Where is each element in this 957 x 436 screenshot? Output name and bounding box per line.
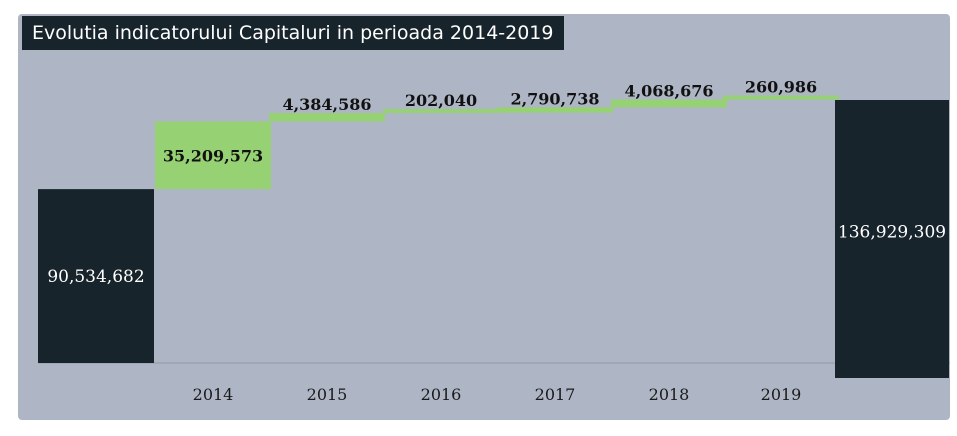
change-bar [269,113,385,122]
change-bar [611,99,727,108]
x-tick-label: 2015 [307,385,348,404]
x-tick-label: 2014 [193,385,234,404]
data-label: 202,040 [405,91,477,110]
data-label: 260,986 [745,77,817,96]
data-label: 90,534,682 [47,267,144,287]
chart-panel [18,14,950,420]
total-bar [835,100,949,378]
data-label: 4,384,586 [282,95,371,114]
change-bar [497,107,613,113]
data-label: 136,929,309 [838,223,946,243]
total-bar [38,189,154,363]
x-tick-label: 2017 [535,385,576,404]
chart-title: Evolutia indicatorului Capitaluri in per… [22,16,564,50]
x-tick-label: 2016 [421,385,462,404]
data-label: 2,790,738 [510,89,599,108]
data-label: 35,209,573 [163,146,263,165]
data-label: 4,068,676 [624,81,713,100]
change-bar [155,121,271,190]
change-bar [723,95,839,100]
x-tick-label: 2019 [761,385,802,404]
change-bar [383,109,499,114]
x-tick-label: 2018 [649,385,690,404]
